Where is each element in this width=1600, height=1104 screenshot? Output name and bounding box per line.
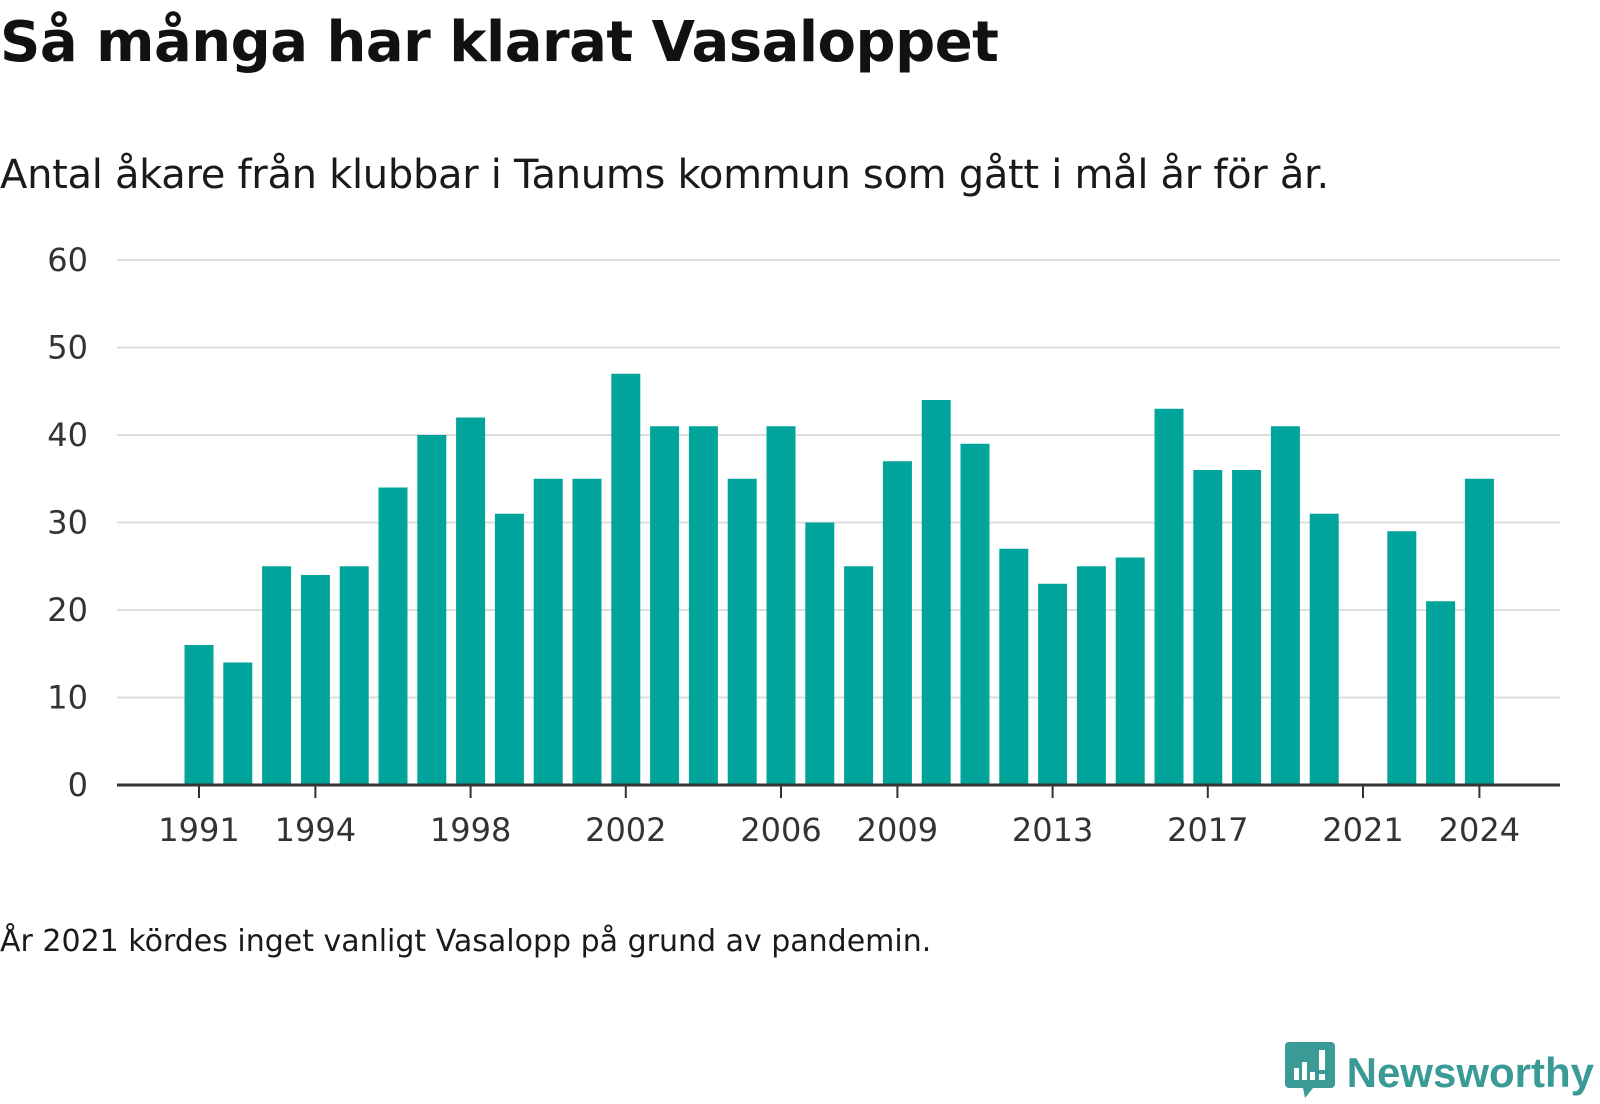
- bar-1997: [417, 435, 447, 785]
- x-tick-label-2021: 2021: [1322, 811, 1403, 849]
- x-tick-label-1994: 1994: [275, 811, 356, 849]
- bar-2022: [1387, 531, 1417, 785]
- bar-2015: [1115, 557, 1145, 785]
- y-tick-label-20: 20: [47, 591, 88, 629]
- bar-2001: [572, 478, 602, 785]
- bar-2003: [650, 426, 680, 785]
- x-axis: 1991 1994 1998 2002 2006 2009 2013 2017 2021 2024: [117, 783, 1560, 849]
- bar-2017: [1193, 470, 1223, 785]
- x-tick-label-2024: 2024: [1439, 811, 1520, 849]
- brand-logo: Newsworthy: [1284, 1042, 1594, 1104]
- bar-2000: [533, 478, 563, 785]
- x-tick-label-2017: 2017: [1167, 811, 1248, 849]
- y-axis-labels: 0 10 20 30 40 50 60: [47, 241, 88, 804]
- bar-1993: [262, 566, 292, 785]
- x-tick-label-2002: 2002: [585, 811, 666, 849]
- y-tick-label-40: 40: [47, 416, 88, 454]
- bar-1998: [456, 417, 486, 785]
- bar-2005: [727, 478, 757, 785]
- bar-2013: [1038, 583, 1068, 785]
- bar-chart: 0 10 20 30 40 50 60 1991 1994 1998 2002 2006 2009 20…: [47, 241, 1560, 849]
- bar-2006: [766, 426, 796, 785]
- bar-2007: [805, 522, 835, 785]
- bar-2023: [1426, 601, 1456, 785]
- bar-1991: [184, 645, 214, 785]
- y-tick-label-50: 50: [47, 329, 88, 367]
- bar-2002: [611, 373, 641, 785]
- chart-title: Så många har klarat Vasaloppet: [0, 10, 999, 75]
- bar-2004: [688, 426, 718, 785]
- newsworthy-logo-icon: [1284, 1042, 1335, 1104]
- bar-2020: [1309, 513, 1339, 785]
- bar-1992: [223, 662, 253, 785]
- x-tick-label-2006: 2006: [740, 811, 821, 849]
- bar-2014: [1076, 566, 1106, 785]
- bar-1995: [339, 566, 369, 785]
- bars: [184, 373, 1494, 785]
- bar-2012: [999, 548, 1029, 785]
- y-tick-label-10: 10: [47, 679, 88, 717]
- bar-2008: [844, 566, 874, 785]
- bar-2016: [1154, 408, 1184, 785]
- bar-1996: [378, 487, 408, 785]
- bar-2010: [921, 400, 951, 785]
- y-tick-label-0: 0: [68, 766, 88, 804]
- y-tick-label-60: 60: [47, 241, 88, 279]
- x-tick-label-2013: 2013: [1012, 811, 1093, 849]
- chart-subtitle: Antal åkare från klubbar i Tanums kommun…: [0, 152, 1329, 198]
- bar-2011: [960, 443, 990, 785]
- bar-2018: [1232, 470, 1262, 785]
- bar-2009: [882, 461, 912, 785]
- x-tick-label-1998: 1998: [430, 811, 511, 849]
- x-tick-label-1991: 1991: [158, 811, 239, 849]
- footnote: År 2021 kördes inget vanligt Vasalopp på…: [0, 924, 932, 959]
- y-tick-label-30: 30: [47, 504, 88, 542]
- bar-2024: [1464, 478, 1494, 785]
- brand-name: Newsworthy: [1346, 1049, 1594, 1096]
- grid-lines: [117, 259, 1560, 699]
- bar-1999: [494, 513, 524, 785]
- bar-2019: [1270, 426, 1300, 785]
- x-tick-label-2009: 2009: [857, 811, 938, 849]
- bar-1994: [300, 575, 330, 785]
